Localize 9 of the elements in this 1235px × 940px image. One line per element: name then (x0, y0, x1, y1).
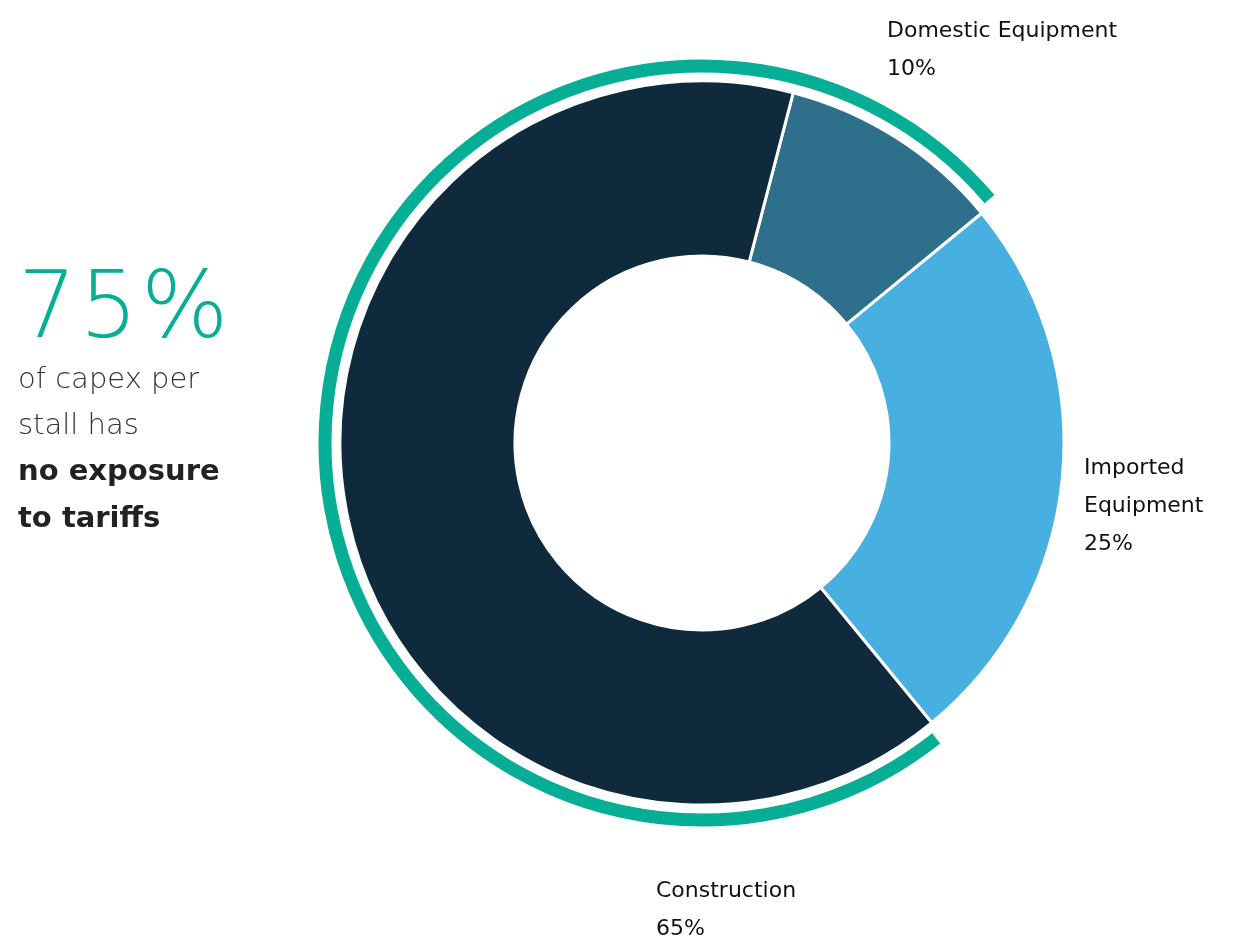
slice-label: Imported Equipment (1084, 453, 1204, 517)
slice-label: Domestic Equipment (887, 16, 1118, 42)
text: of capex per stall has (18, 360, 200, 441)
text: no exposure to tariffs (18, 452, 221, 536)
slice-label: Construction (656, 876, 797, 902)
data-label: 65% (656, 914, 705, 940)
data-label: 10% (887, 54, 936, 80)
data-label: 25% (1084, 529, 1133, 555)
text: 75% (18, 252, 233, 359)
